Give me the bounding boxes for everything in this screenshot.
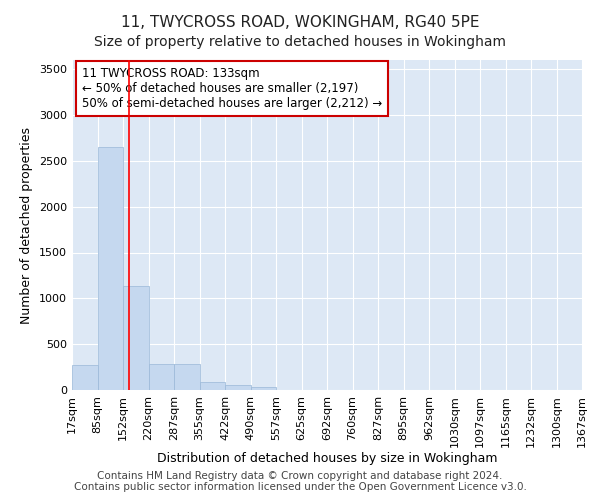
Bar [251,387,276,390]
Bar [199,382,225,390]
Bar [72,365,97,390]
Bar [123,286,149,390]
Bar [149,364,174,390]
Text: Contains HM Land Registry data © Crown copyright and database right 2024.
Contai: Contains HM Land Registry data © Crown c… [74,471,526,492]
Bar [225,385,251,390]
Text: 11, TWYCROSS ROAD, WOKINGHAM, RG40 5PE: 11, TWYCROSS ROAD, WOKINGHAM, RG40 5PE [121,15,479,30]
X-axis label: Distribution of detached houses by size in Wokingham: Distribution of detached houses by size … [157,452,497,466]
Bar [174,364,199,390]
Y-axis label: Number of detached properties: Number of detached properties [20,126,34,324]
Text: Size of property relative to detached houses in Wokingham: Size of property relative to detached ho… [94,35,506,49]
Bar [97,147,123,390]
Text: 11 TWYCROSS ROAD: 133sqm
← 50% of detached houses are smaller (2,197)
50% of sem: 11 TWYCROSS ROAD: 133sqm ← 50% of detach… [82,66,382,110]
